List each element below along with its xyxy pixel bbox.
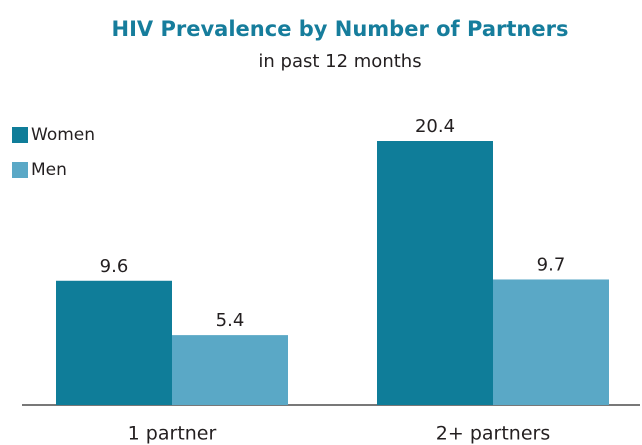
chart-subtitle: in past 12 months: [258, 51, 421, 72]
bar: [172, 335, 288, 405]
data-label: 20.4: [415, 116, 455, 137]
chart-title: HIV Prevalence by Number of Partners: [112, 17, 569, 41]
data-label: 9.7: [537, 254, 566, 275]
legend-label: Men: [31, 160, 67, 180]
x-tick-label: 1 partner: [128, 423, 217, 445]
x-tick-label: 2+ partners: [436, 423, 550, 445]
legend-swatch: [12, 127, 28, 143]
bar: [56, 280, 172, 405]
legend-label: Women: [31, 125, 95, 145]
legend-swatch: [12, 162, 28, 178]
data-label: 5.4: [216, 310, 245, 331]
data-label: 9.6: [100, 256, 129, 277]
bar: [493, 279, 609, 405]
bar: [377, 141, 493, 405]
